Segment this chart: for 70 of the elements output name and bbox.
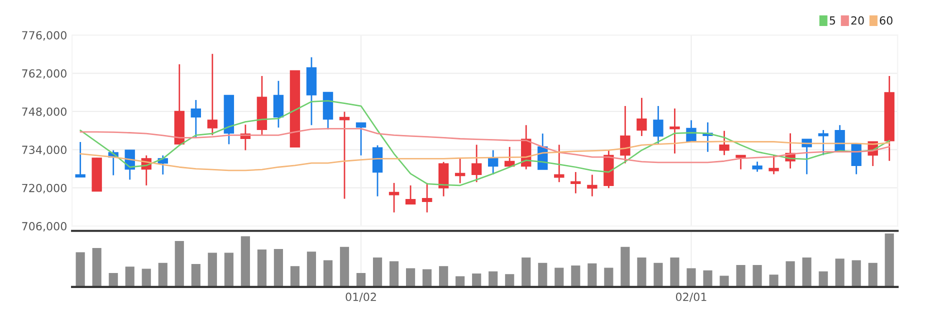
bar (422, 269, 432, 287)
bar (356, 273, 366, 287)
bar (439, 266, 448, 287)
bar (240, 236, 250, 287)
legend-label: 5 (830, 16, 836, 25)
bar (670, 258, 680, 287)
bar (654, 262, 663, 287)
legend-label: 20 (851, 16, 864, 25)
bar (868, 262, 878, 287)
bar (786, 261, 795, 287)
x-tick-label: 02/01 (676, 292, 706, 302)
bar (736, 265, 746, 287)
bar (703, 270, 712, 287)
bar (769, 274, 778, 287)
bar (274, 249, 283, 287)
y-tick-label: 706,000 (22, 222, 66, 232)
legend-label: 60 (880, 16, 892, 25)
bar (522, 258, 531, 287)
bar (224, 252, 234, 287)
y-tick-label: 734,000 (22, 146, 66, 156)
bar (571, 266, 580, 287)
bar (554, 268, 564, 287)
candlestick (290, 70, 300, 148)
bar (752, 265, 762, 287)
bar (456, 276, 465, 287)
bar (637, 258, 646, 287)
bar (818, 271, 828, 287)
bar (488, 271, 498, 287)
bar (191, 264, 200, 287)
bar (76, 252, 85, 287)
line-series (80, 100, 890, 186)
candlestick (752, 160, 762, 172)
candlestick (719, 130, 730, 156)
bar (142, 268, 151, 287)
bar (472, 274, 482, 287)
bar (720, 276, 729, 287)
y-tick-label: 776,000 (22, 31, 66, 41)
bar (406, 268, 416, 287)
bar (108, 273, 118, 287)
bar (835, 258, 844, 287)
bar (323, 260, 333, 287)
bar (340, 246, 350, 287)
bar (290, 266, 300, 287)
bar (505, 274, 514, 287)
bar (852, 260, 861, 287)
bar (389, 261, 399, 287)
y-tick-label: 720,000 (22, 184, 66, 194)
bar (686, 268, 696, 287)
candlestick (405, 184, 416, 206)
bar (92, 248, 102, 287)
bar (620, 246, 630, 287)
bar (208, 252, 217, 287)
y-tick-label: 762,000 (22, 69, 66, 79)
y-tick-label: 748,000 (22, 107, 66, 117)
bar (125, 266, 134, 287)
bar (174, 241, 184, 287)
bar (158, 262, 168, 287)
bar (884, 234, 894, 287)
candlestick (818, 129, 828, 156)
candlestick (554, 144, 564, 183)
candlestick (75, 141, 86, 178)
bar (538, 262, 548, 287)
bar (257, 250, 266, 287)
bar (802, 258, 812, 287)
bar (588, 263, 597, 287)
x-tick-label: 01/02 (346, 292, 376, 302)
candlestick (92, 157, 102, 192)
bar (372, 258, 382, 287)
bar (306, 252, 316, 287)
bar (604, 268, 614, 287)
